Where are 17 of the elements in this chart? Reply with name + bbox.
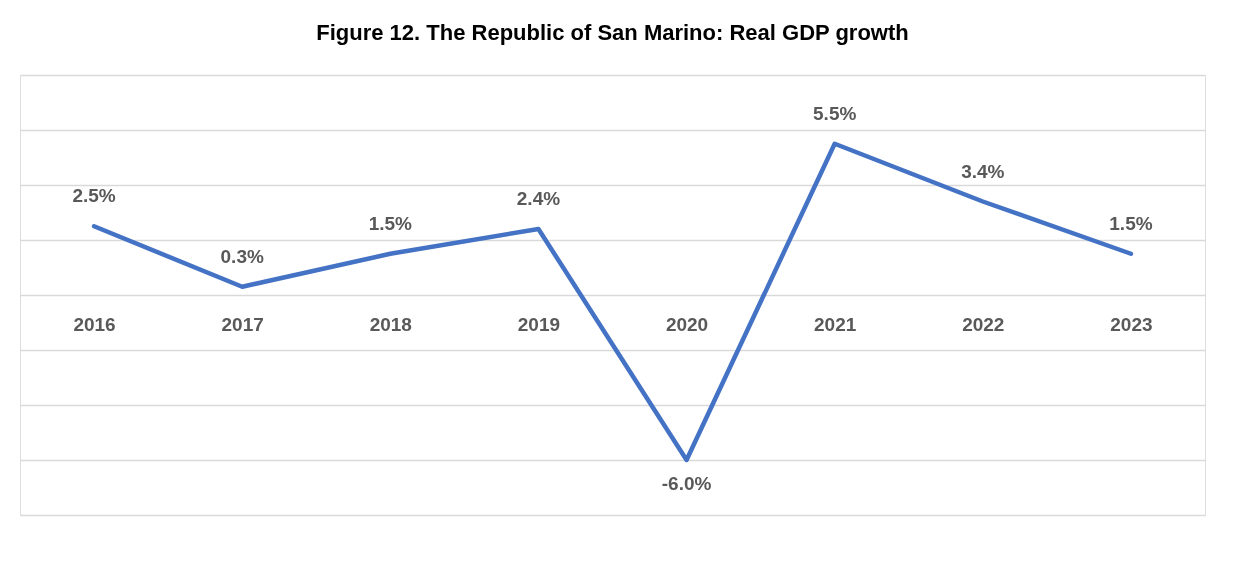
x-tick-label: 2023	[1110, 313, 1153, 335]
data-label: 1.5%	[1109, 212, 1153, 234]
chart-title: Figure 12. The Republic of San Marino: Real GDP growth	[316, 20, 909, 45]
x-tick-label: 2020	[665, 313, 709, 335]
x-tick-label: 2017	[221, 313, 264, 335]
x-tick-label: 2021	[814, 313, 857, 335]
data-label: -6.0%	[661, 473, 712, 494]
x-tick-label: 2022	[962, 313, 1005, 335]
data-label: 1.5%	[368, 212, 413, 234]
x-tick-label: 2018	[369, 313, 412, 335]
data-label: 3.4%	[961, 160, 1005, 182]
data-label: 0.3%	[220, 245, 264, 267]
data-label: 5.5%	[813, 102, 857, 124]
x-tick-label: 2016	[73, 313, 116, 335]
data-label: 2.5%	[72, 185, 116, 207]
x-tick-label: 2019	[517, 313, 561, 335]
data-label: 2.4%	[516, 188, 561, 209]
